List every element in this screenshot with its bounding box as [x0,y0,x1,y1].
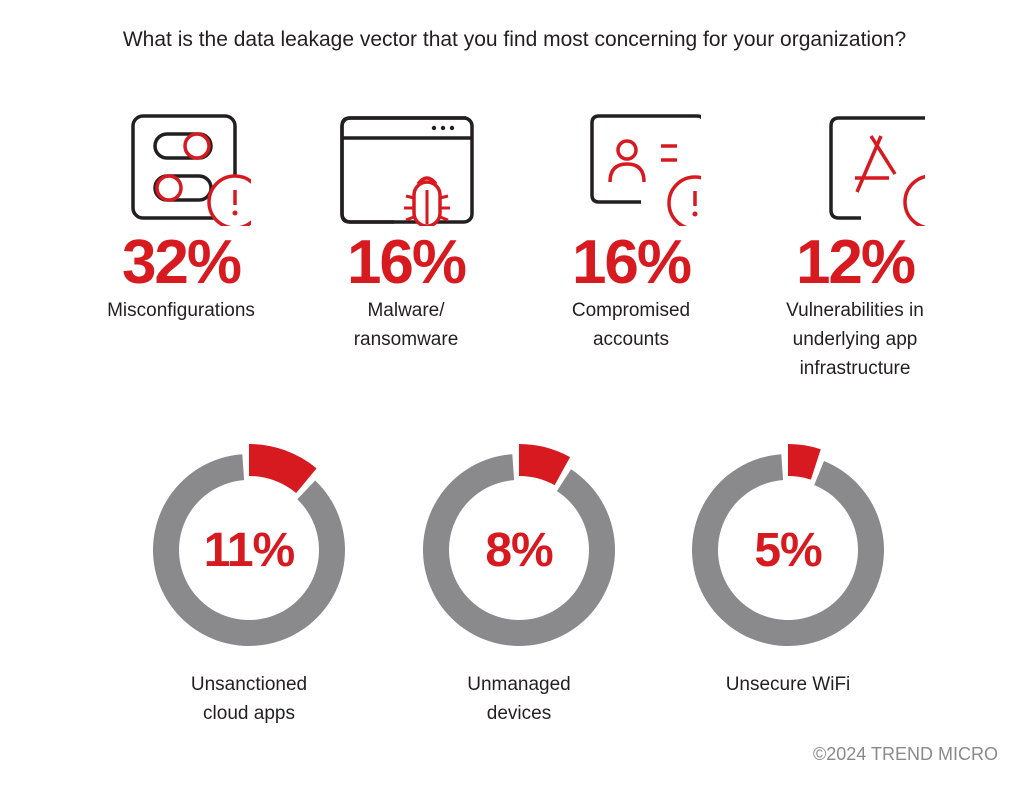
stat-value: 16% [571,228,692,297]
stat-value: 12% [795,228,916,297]
donut-label-unsecure-wifi: Unsecure WiFi [725,674,851,695]
donut-chart-unmanaged-devices: 8% [423,444,615,646]
donut-value: 5% [754,524,822,577]
donut-value: 8% [485,524,553,577]
donut-label-unsanctioned-cloud-apps: Unsanctioned cloud apps [190,674,308,724]
id-card-alert-icon [590,114,701,226]
browser-bug-icon [340,116,474,226]
donut-segment [519,444,571,486]
donut-segment [788,444,821,480]
stat-label: Misconfigurations [107,300,255,321]
donut-segment [249,444,317,493]
donut-value: 11% [204,524,295,577]
stat-misconfigurations: 32% Misconfigurations [71,110,291,325]
stat-vulnerabilities: 12% Vulnerabilities in underlying app in… [745,110,965,383]
stat-label: Vulnerabilities in underlying app infras… [786,300,924,379]
stat-value: 16% [346,228,467,297]
stat-malware: 16% Malware/ ransomware [296,110,516,354]
stat-value: 32% [121,228,242,297]
donut-label-unmanaged-devices: Unmanaged devices [467,674,571,724]
donut-chart-unsecure-wifi: 5% [692,444,884,646]
copyright-notice: ©2024 TREND MICRO [813,744,998,764]
toggle-alert-icon [131,114,251,226]
donut-chart-unsanctioned-cloud-apps: 11% [153,444,345,646]
app-alert-icon [829,116,925,226]
stat-label: Compromised accounts [571,300,691,350]
chart-title: What is the data leakage vector that you… [122,28,907,51]
stat-label: Malware/ ransomware [353,300,459,350]
bug-icon [404,176,450,226]
stat-compromised-accounts: 16% Compromised accounts [521,110,741,354]
